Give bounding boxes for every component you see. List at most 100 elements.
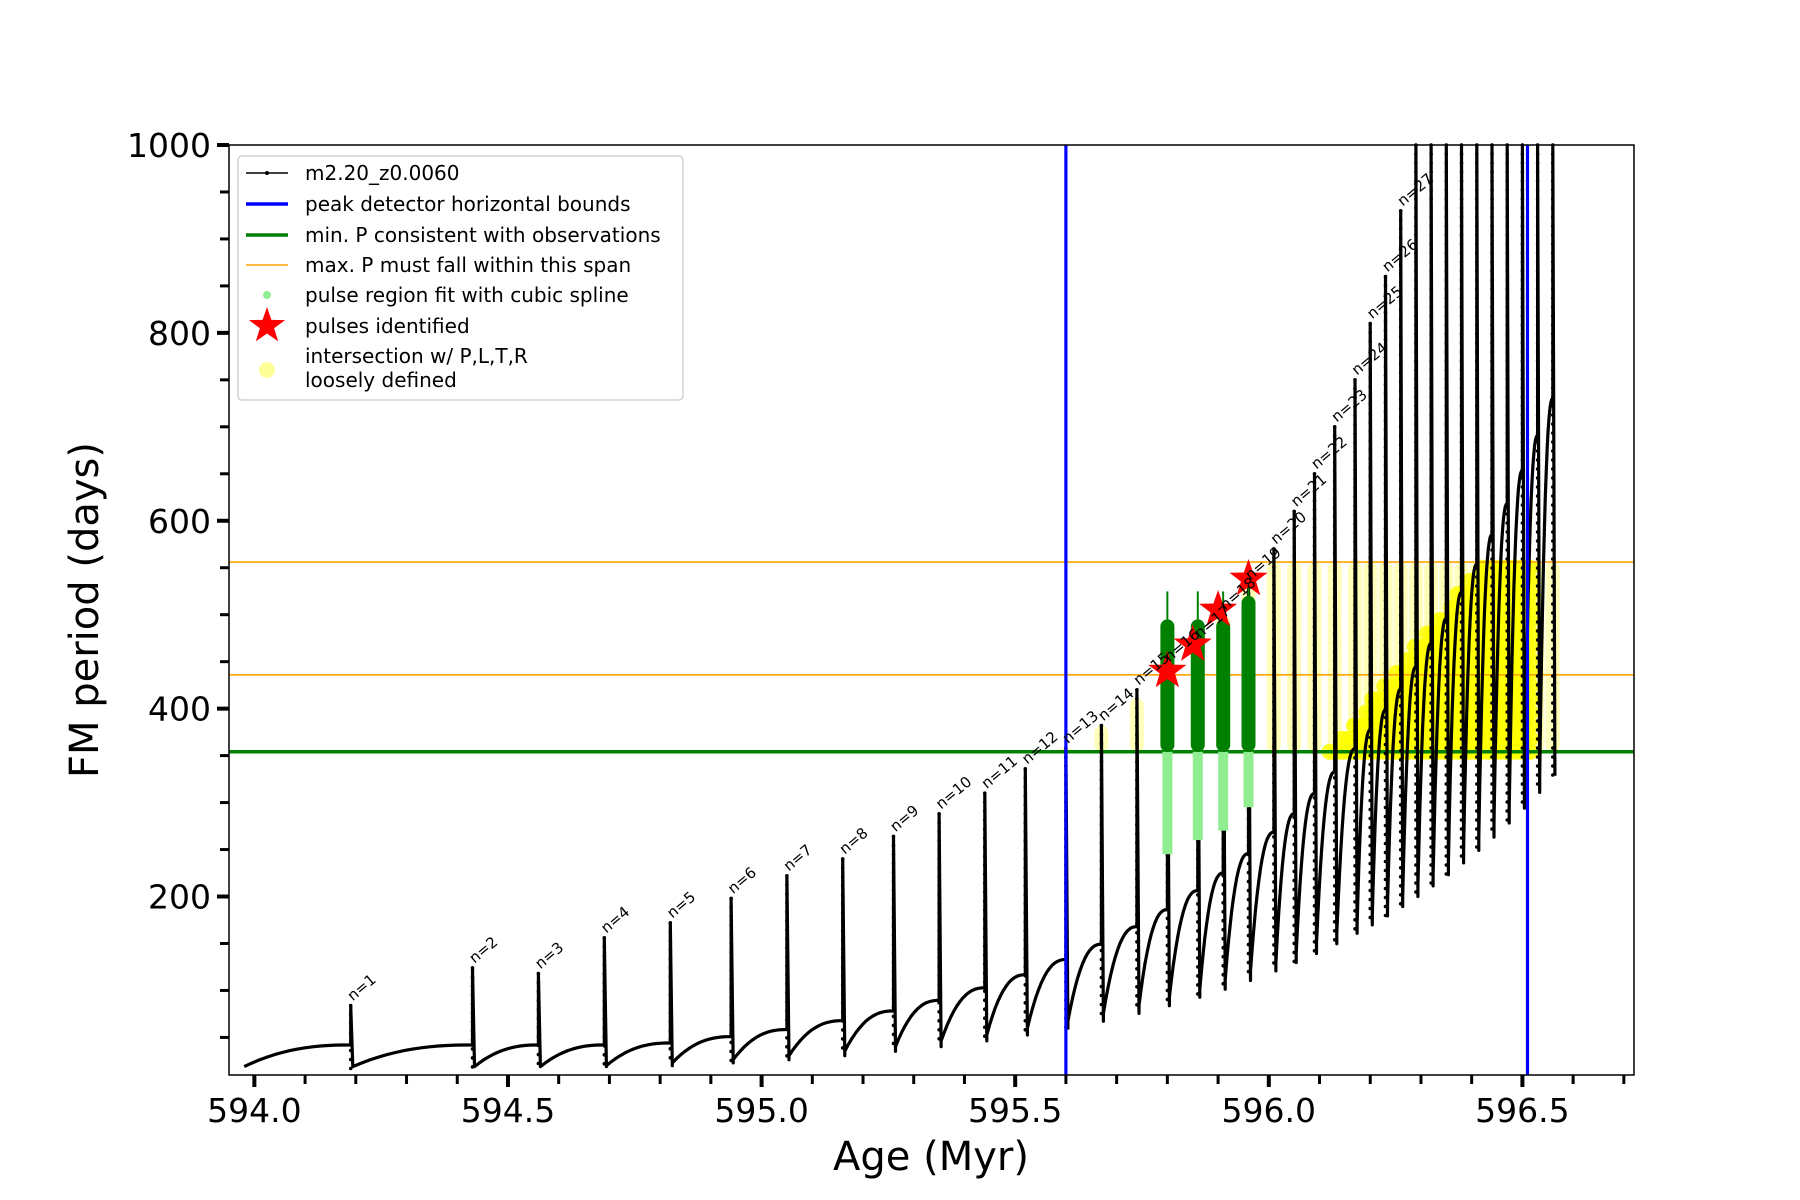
model-track-marker [1383, 643, 1388, 648]
model-track-marker [536, 1052, 541, 1057]
model-track-marker [1505, 665, 1509, 669]
model-track-marker [983, 827, 987, 831]
model-track-marker [1135, 985, 1139, 989]
model-track-marker [1272, 610, 1276, 614]
model-track-marker [1368, 816, 1372, 821]
model-track-marker [1165, 979, 1170, 984]
model-track-marker [1099, 921, 1104, 926]
model-track-marker [1135, 832, 1139, 836]
model-track-marker [1312, 949, 1317, 953]
model-track-marker [983, 980, 987, 984]
model-track-marker [1459, 413, 1464, 417]
model-track-marker [1312, 526, 1317, 530]
model-track-marker [1221, 954, 1225, 959]
model-track-marker [1520, 593, 1525, 597]
model-track-marker [1246, 933, 1251, 938]
model-track-marker [1312, 805, 1317, 809]
model-track-marker [1490, 485, 1494, 489]
model-track-marker [1429, 584, 1433, 588]
model-track-marker [1099, 912, 1104, 917]
model-track-marker [1459, 845, 1464, 849]
model-track-marker [1535, 323, 1540, 327]
model-track-marker [1414, 404, 1418, 408]
model-track-marker [1353, 639, 1357, 643]
model-track-marker [1312, 769, 1317, 773]
model-track-marker [668, 1002, 673, 1006]
model-track-marker [1475, 737, 1479, 741]
model-track-marker [1272, 754, 1276, 758]
model-track-marker [1551, 260, 1555, 264]
model-track-marker [470, 1029, 475, 1033]
model-track-marker [1368, 879, 1372, 884]
model-track-marker [1368, 393, 1372, 398]
model-track-marker [1165, 925, 1170, 930]
model-track-marker [1475, 692, 1479, 696]
model-track-marker [1475, 656, 1479, 660]
model-track-marker [840, 929, 845, 933]
model-track-marker [1475, 683, 1479, 687]
model-track-marker [1383, 364, 1388, 369]
model-track-marker [1383, 517, 1388, 522]
model-track-marker [1023, 776, 1028, 780]
model-track-marker [1135, 841, 1139, 845]
model-track-marker [1475, 368, 1479, 372]
model-track-marker [1444, 854, 1449, 858]
model-track-marker [1535, 611, 1540, 615]
model-track-marker [1332, 506, 1337, 510]
model-track-marker [536, 980, 541, 985]
model-track-marker [1383, 742, 1388, 747]
model-track-marker [1246, 969, 1251, 974]
model-track-marker [1099, 741, 1104, 746]
model-track-marker [1444, 593, 1449, 597]
model-track-marker [1475, 575, 1479, 579]
model-track-marker [1459, 305, 1464, 309]
model-track-marker [1353, 828, 1357, 832]
model-track-marker [729, 1013, 733, 1018]
model-track-marker [1414, 557, 1418, 561]
model-track-marker [1414, 287, 1418, 291]
model-track-marker [1520, 728, 1525, 732]
model-track-marker [1459, 548, 1464, 552]
model-track-marker [1505, 575, 1509, 579]
model-track-marker [1505, 485, 1509, 489]
model-track-marker [1398, 281, 1403, 285]
model-track-marker [1312, 778, 1317, 782]
model-track-marker [1490, 233, 1494, 237]
model-track-marker [1551, 575, 1555, 579]
model-track-marker [1272, 745, 1276, 749]
model-track-marker [1332, 794, 1337, 798]
model-track-marker [1475, 638, 1479, 642]
model-track-marker [1475, 593, 1479, 597]
model-track-marker [1490, 188, 1494, 192]
model-track-marker [1272, 646, 1276, 650]
model-track-marker [1383, 427, 1388, 432]
model-track-marker [1459, 341, 1464, 345]
model-track-marker [840, 866, 845, 870]
model-track-marker [1520, 332, 1525, 336]
model-track-marker [1520, 521, 1525, 525]
model-track-marker [1414, 260, 1418, 264]
model-track-marker [1368, 681, 1372, 686]
model-track-marker [1414, 386, 1418, 390]
model-track-marker [1292, 860, 1296, 865]
model-track-marker [840, 1037, 845, 1041]
model-track-marker [1429, 647, 1433, 651]
model-track-marker [1535, 692, 1540, 696]
model-track-marker [1444, 728, 1449, 732]
model-track-marker [1535, 260, 1540, 264]
spline-fit-lower-band [1243, 751, 1254, 808]
model-track-marker [1353, 918, 1357, 922]
model-track-marker [1459, 170, 1464, 174]
model-track-marker [1490, 152, 1494, 156]
model-track-marker [1353, 513, 1357, 517]
model-track-marker [1444, 215, 1449, 219]
model-track-marker [1459, 656, 1464, 660]
model-track-marker [1551, 737, 1555, 741]
model-track-marker [1398, 407, 1403, 411]
model-track-marker [1475, 773, 1479, 777]
model-track-marker [1551, 521, 1555, 525]
model-track-marker [1332, 893, 1337, 897]
model-track-marker [1535, 593, 1540, 597]
model-track-marker [1272, 772, 1276, 776]
model-track-marker [1444, 791, 1449, 795]
